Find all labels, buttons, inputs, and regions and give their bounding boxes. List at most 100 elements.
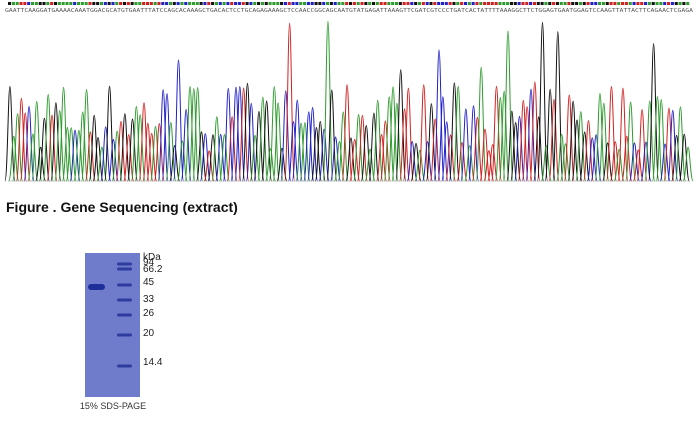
base-tick [368,2,372,5]
base-tick [253,2,257,5]
base-tick [322,2,326,5]
base-tick [379,2,383,5]
ladder-band [117,313,132,317]
base-tick [107,2,111,5]
trace-peak [245,102,257,182]
base-tick [674,2,678,5]
base-tick [371,2,376,5]
trace-peak [81,89,93,182]
trace-peak [4,86,16,182]
base-tick [92,2,96,5]
trace-peak [203,150,215,182]
trace-peak [173,59,184,182]
base-tick [260,2,264,5]
trace-peak [341,84,353,182]
base-tick [483,2,487,5]
trace-peak [395,69,407,182]
trace-peak [391,102,403,182]
base-tick [463,2,468,5]
sequence-text: GAATTCAAGGATGAAAACAAATGGACGCATGTGAATTTAT… [5,8,693,14]
trace-peak [268,86,280,182]
trace-peak [15,97,27,182]
base-tick [38,2,42,5]
base-tick [276,2,280,5]
trace-peak [567,100,579,182]
base-tick [226,2,230,5]
base-tick [291,2,295,5]
trace-peak [215,133,227,182]
trace-peak [238,87,250,182]
base-tick [345,2,349,5]
trace-peak [632,149,644,182]
base-tick [295,2,299,5]
trace-peak [636,109,648,182]
base-tick [525,2,529,5]
marker-label: 66.2 [143,264,163,275]
trace-peak [494,97,506,182]
trace-peak [211,116,223,182]
trace-peak [261,100,273,182]
base-tick [122,2,127,5]
base-tick [245,2,249,5]
trace-peak [552,31,564,182]
trace-peak [314,120,326,182]
base-tick [299,2,303,5]
base-tick [513,2,517,5]
trace-peak [406,140,418,182]
base-tick [640,2,644,5]
trace-peak [12,113,24,182]
trace-peak [425,103,437,182]
trace-peak [640,141,652,182]
trace-peak [590,134,602,182]
trace-peak [88,114,100,182]
base-tick [249,2,253,5]
trace-peak [514,115,525,182]
trace-peak [433,49,445,182]
trace-peak [295,122,307,182]
trace-peak [337,111,349,182]
base-tick [65,2,69,5]
trace-peak [119,113,131,182]
trace-peak [276,147,288,182]
trace-peak [123,134,135,182]
trace-peak [127,118,138,182]
trace-peak [602,142,614,182]
trace-peak [73,129,85,182]
trace-peak [529,81,541,182]
trace-peak [241,82,253,182]
base-tick [341,2,345,5]
trace-peak [678,133,690,182]
trace-peak [372,99,384,182]
base-tick [421,2,425,5]
base-tick [536,2,540,5]
base-tick [145,2,149,5]
trace-peak [506,110,518,182]
base-tick [19,2,23,5]
base-tick [318,2,322,5]
trace-peak [8,135,20,182]
base-tick [471,2,475,5]
base-tick [425,2,429,5]
base-tick [34,2,38,5]
base-tick [590,2,594,5]
base-tick [211,2,215,5]
trace-peak [544,88,556,182]
unit-label: kDa [143,252,161,263]
trace-peak [575,111,587,182]
sample-band [88,284,105,290]
base-tick [521,2,525,5]
trace-peak [364,148,376,182]
base-tick [180,2,184,5]
base-tick [605,2,609,5]
trace-peak [498,90,510,182]
trace-peak [418,84,430,182]
base-tick [678,2,682,5]
base-tick [314,2,318,5]
trace-peak [471,116,483,182]
trace-peak [502,30,514,182]
base-tick [632,2,636,5]
base-tick [567,2,571,5]
trace-peak [537,21,548,182]
base-tick [360,2,364,5]
trace-peak [429,118,441,182]
